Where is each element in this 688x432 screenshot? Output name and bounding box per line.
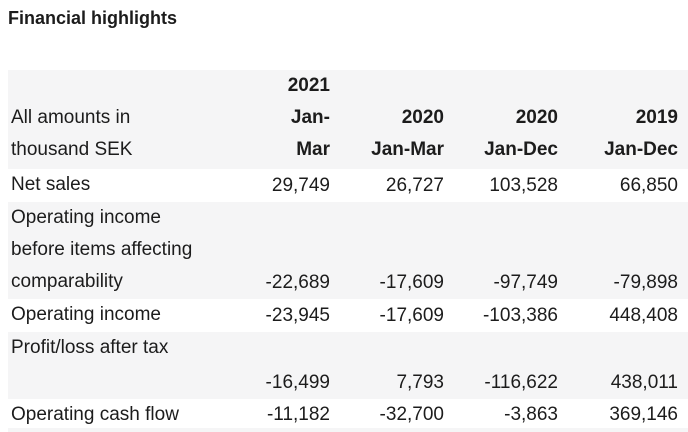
value-cell: -32,700 [379,404,444,425]
table-row-operating-income-before-iac: Operating income before items affecting … [8,202,688,299]
header-2019-jan-dec: 2019 Jan-Dec [604,107,678,160]
value-cell: 103,528 [489,175,558,196]
value-cell: -17,609 [379,272,444,293]
header-2020-jan-mar: 2020 Jan-Mar [371,107,444,160]
value-cell: -16,499 [265,372,330,393]
value-cell: -17,609 [379,305,444,326]
next-row-partial-stripe [8,428,688,432]
financial-highlights-table: All amounts in thousand SEK 2021 Jan- Ma… [8,70,688,431]
page-title: Financial highlights [8,8,178,28]
value-cell: -116,622 [484,372,558,393]
value-cell: -11,182 [266,404,330,425]
header-2020-jan-dec: 2020 Jan-Dec [484,107,558,160]
table-header-row: All amounts in thousand SEK 2021 Jan- Ma… [8,70,688,169]
value-cell: 26,727 [385,175,444,196]
table-row-net-sales: Net sales 29,749 26,727 103,528 66,850 [8,169,688,202]
value-cell: -3,863 [504,404,558,425]
table-row-profit-loss-after-tax: Profit/loss after tax -16,499 7,793 -116… [8,332,688,399]
value-cell: -79,898 [613,272,678,293]
row-label: Operating income [11,304,161,325]
value-cell: -23,945 [265,305,330,326]
value-cell: 438,011 [610,372,678,393]
row-label: Profit/loss after tax [11,337,169,358]
row-label: Net sales [11,174,91,195]
row-label: Operating income before items affecting … [11,207,193,292]
header-amounts-note: All amounts in thousand SEK [11,107,133,160]
value-cell: -103,386 [482,305,558,326]
value-cell: 7,793 [396,372,444,393]
table-row-operating-cash-flow: Operating cash flow -11,182 -32,700 -3,8… [8,399,688,431]
value-cell: 66,850 [619,175,678,196]
value-cell: 29,749 [271,175,330,196]
value-cell: -22,689 [265,272,330,293]
row-label: Operating cash flow [11,404,179,425]
header-2021-jan-mar: 2021 Jan- Mar [287,75,330,160]
table-row-operating-income: Operating income -23,945 -17,609 -103,38… [8,299,688,332]
value-cell: -97,749 [493,272,558,293]
value-cell: 369,146 [609,404,678,425]
value-cell: 448,408 [609,305,678,326]
